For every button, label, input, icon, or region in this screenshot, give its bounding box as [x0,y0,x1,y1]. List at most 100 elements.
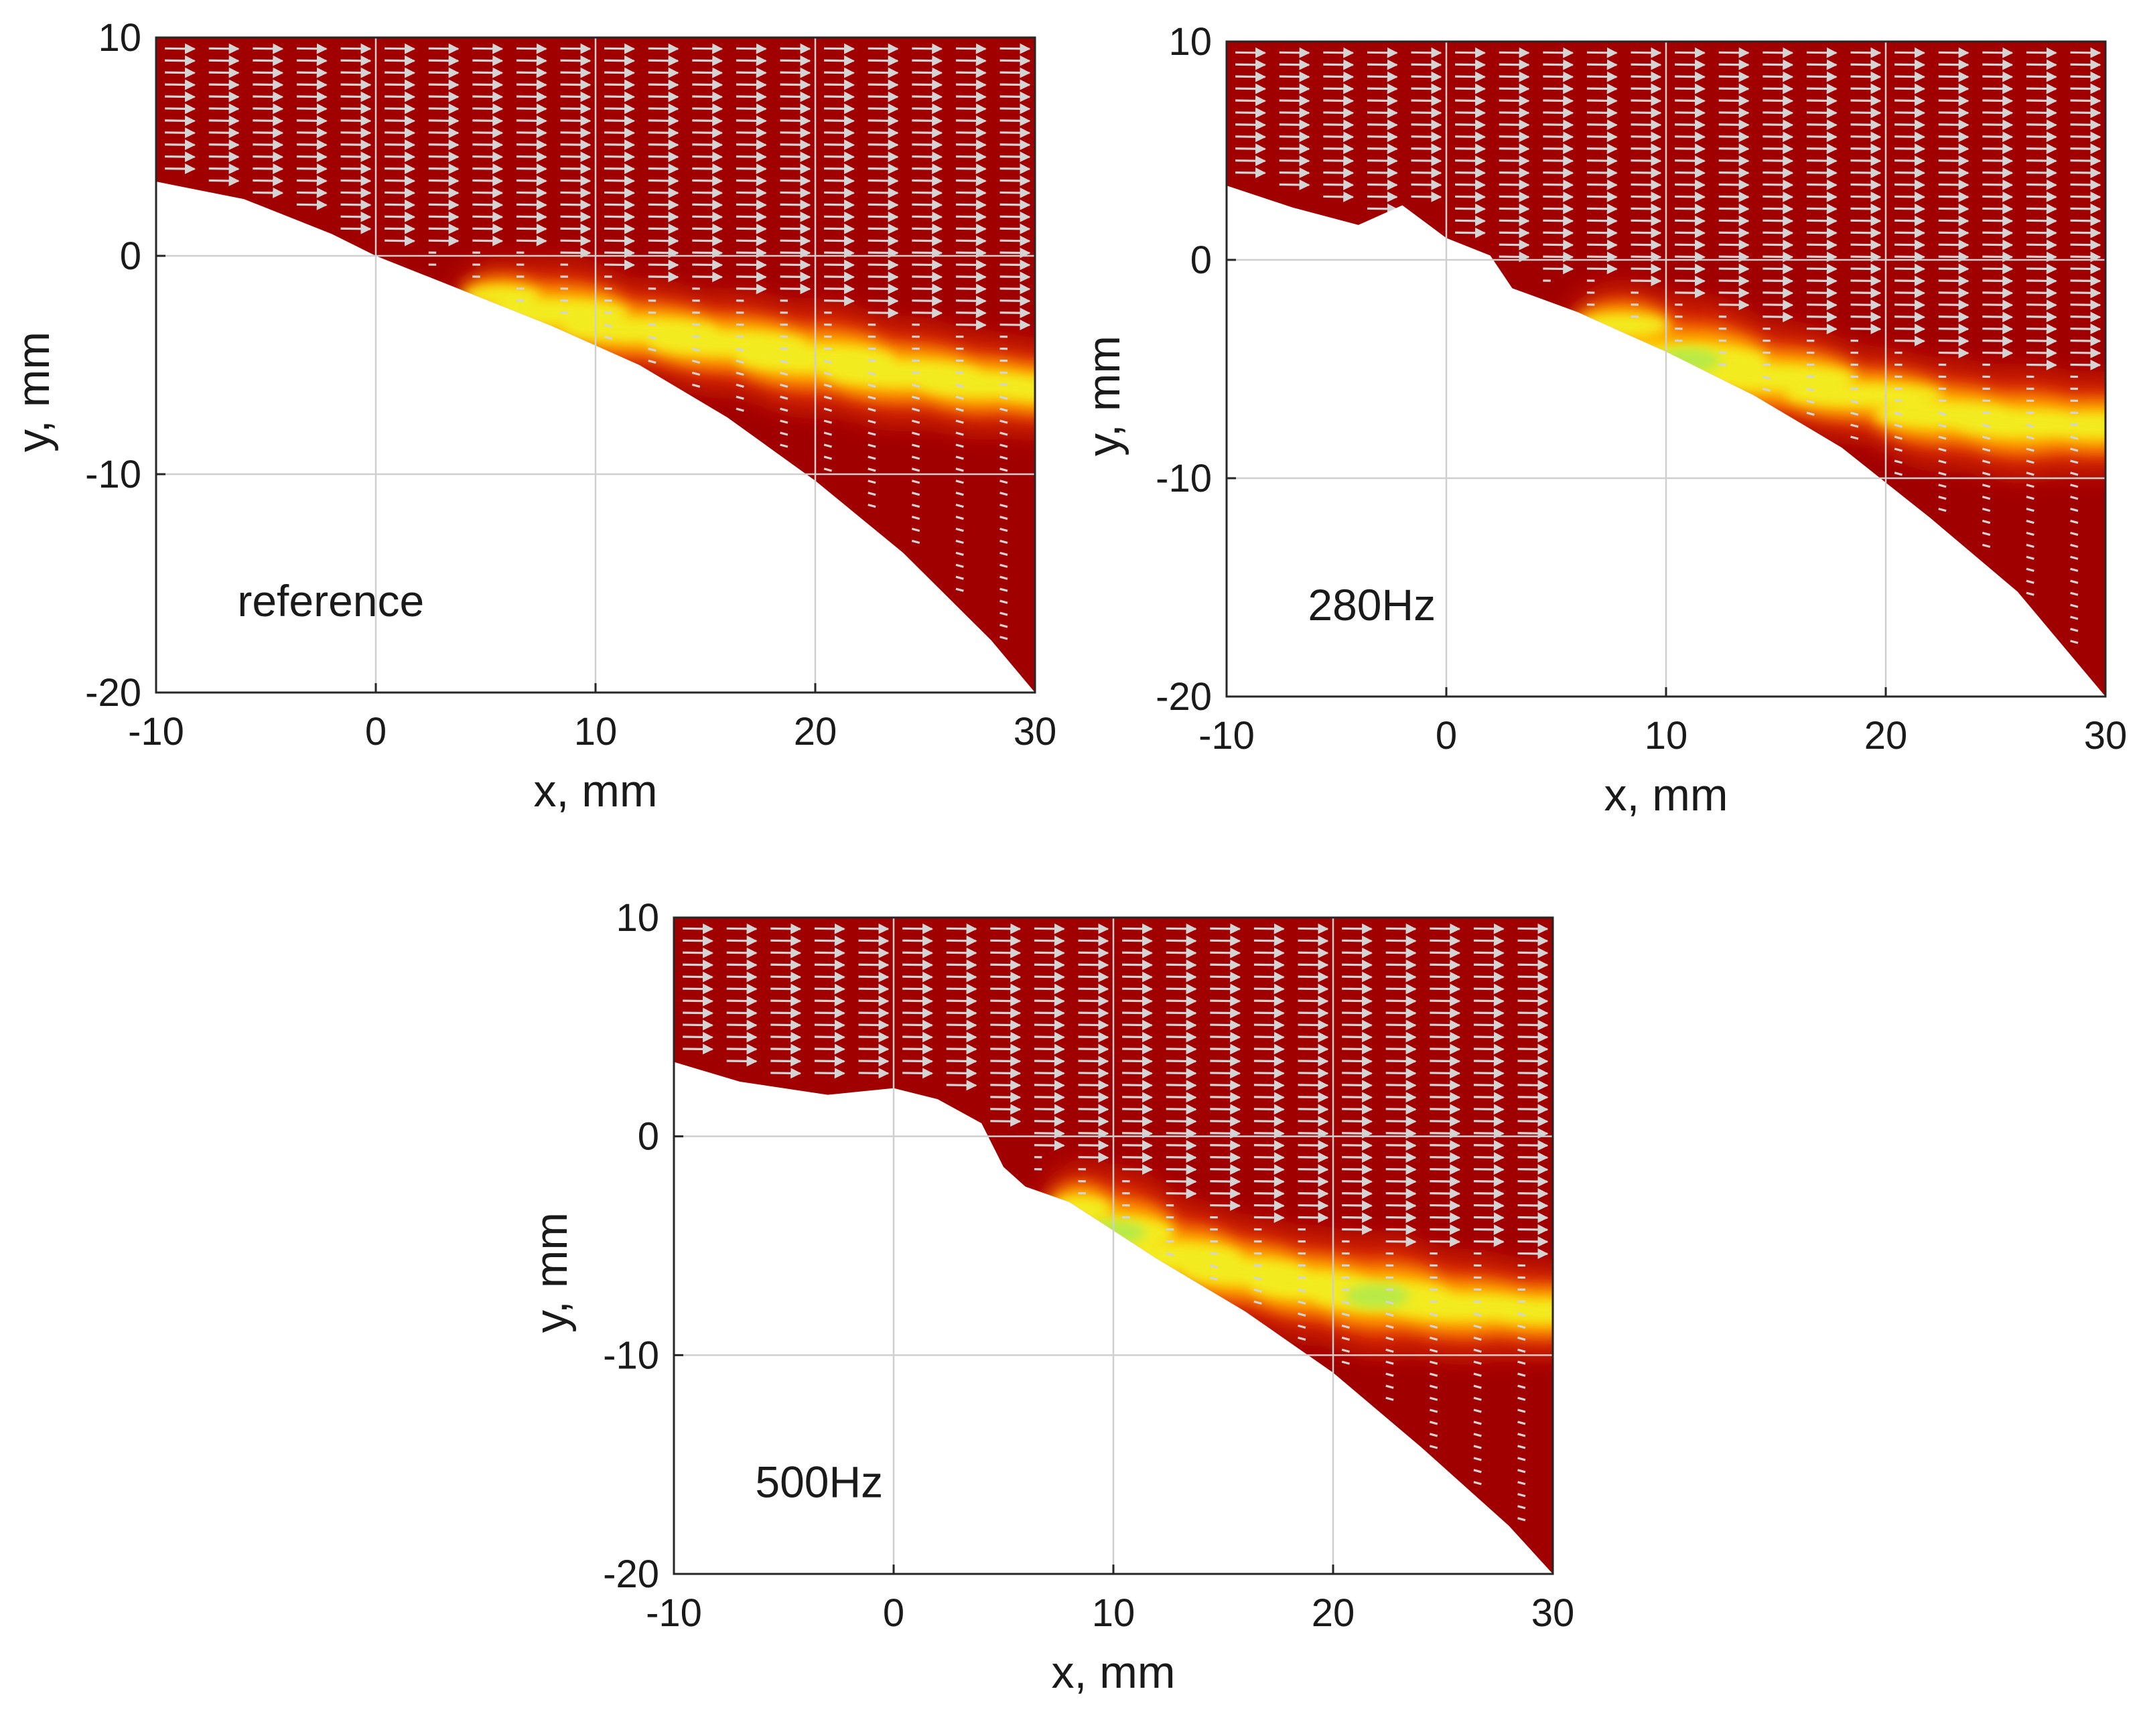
vector-500hz-513 [1517,1469,1526,1473]
vector-500hz-108 [1034,947,1065,958]
vector-280hz-414 [1982,435,1991,440]
vector-500hz-100 [990,1056,1022,1067]
vector-500hz-75 [946,923,977,934]
vector-500hz-26 [770,959,802,970]
vector-280hz-469 [2026,591,2034,596]
vector-280hz-424 [2026,47,2057,58]
vector-reference-426 [911,504,920,508]
vector-280hz-274 [1850,47,1882,58]
vector-500hz-310 [1342,1043,1373,1055]
vector-280hz-257 [1806,215,1838,226]
vector-500hz-321 [1342,1176,1373,1187]
vector-reference-329 [824,235,855,246]
vector-500hz-469 [1517,935,1549,946]
shear-blob-500hz-4-7 [1478,1300,1553,1323]
vector-500hz-52 [858,959,890,970]
y-tick-reference-2: -10 [85,453,141,496]
vector-280hz-120 [1586,83,1618,94]
vector-280hz-509 [2070,520,2079,524]
vector-reference-315 [824,67,855,78]
vector-reference-295 [780,235,811,246]
vector-500hz-177 [1166,947,1197,958]
vector-280hz-459 [2026,472,2034,476]
vector-500hz-253 [1253,1164,1285,1175]
vector-500hz-282 [1298,1128,1329,1139]
y-tick-reference-3: -20 [85,671,141,715]
vector-reference-516 [999,527,1008,532]
vector-500hz-186 [1166,1056,1197,1067]
y-axis-label-500hz: y, mm [526,1212,577,1333]
vector-reference-159 [560,223,592,234]
vector-reference-314 [824,55,855,66]
vector-280hz-191 [1718,95,1750,106]
vector-reference-294 [780,223,811,234]
vector-reference-423 [911,467,920,472]
vector-280hz-437 [2026,203,2057,214]
vector-500hz-509 [1517,1421,1526,1425]
vector-reference-78 [385,187,415,198]
vector-280hz-243 [1806,47,1838,58]
vector-reference-253 [736,103,767,115]
vector-500hz-27 [770,971,802,983]
vector-280hz-101 [1543,95,1574,106]
vector-280hz-338 [1894,423,1903,428]
vector-reference-478 [999,67,1031,78]
vector-reference-216 [648,336,656,340]
vector-280hz-466 [2026,555,2034,560]
vector-280hz-119 [1586,71,1618,82]
vector-500hz-63 [902,935,933,946]
vector-500hz-336 [1341,1360,1351,1365]
vector-reference-401 [912,199,943,210]
vector-500hz-462 [1473,1421,1482,1425]
vector-500hz-53 [858,971,890,983]
vector-reference-386 [868,492,876,496]
vector-reference-14 [208,79,240,90]
vector-500hz-482 [1517,1092,1549,1103]
vector-280hz-256 [1806,203,1838,214]
vector-280hz-3 [1235,83,1266,94]
vector-500hz-347 [1385,1043,1417,1055]
vector-500hz-205 [1210,947,1241,958]
vector-280hz-80 [1499,59,1530,70]
vector-reference-347 [823,455,833,460]
vector-reference-99 [428,235,460,246]
vector-280hz-366 [1938,323,1969,335]
vector-reference-459 [955,395,964,400]
vector-reference-363 [868,211,899,222]
vector-reference-377 [868,383,876,388]
vector-500hz-414 [1429,1372,1438,1377]
vector-280hz-78 [1455,227,1486,238]
velocity-vectors-280hz [1235,47,2101,644]
vector-280hz-113 [1543,239,1574,250]
vector-reference-472 [955,551,964,556]
vector-280hz-77 [1455,215,1486,226]
vector-reference-476 [999,43,1031,54]
vector-500hz-48 [814,1068,845,1079]
vector-500hz-381 [1430,971,1461,983]
vector-reference-179 [604,187,635,198]
vector-reference-353 [868,91,899,102]
vector-500hz-510 [1517,1433,1526,1437]
vector-reference-393 [912,103,943,115]
vector-reference-464 [955,455,964,460]
vector-280hz-339 [1894,435,1903,440]
vector-500hz-249 [1253,1116,1285,1127]
vector-500hz-387 [1430,1043,1461,1055]
vector-280hz-359 [1938,239,1969,250]
y-tick-500hz-1: 0 [638,1115,659,1159]
vector-500hz-161 [1122,1056,1153,1067]
vector-280hz-439 [2026,227,2057,238]
vector-reference-160 [560,235,592,246]
vector-reference-471 [955,539,964,545]
vector-reference-344 [823,419,833,424]
vector-reference-197 [648,103,679,115]
vector-280hz-128 [1586,179,1618,190]
vector-500hz-512 [1517,1457,1526,1461]
vector-500hz-219 [1210,1116,1241,1127]
vector-500hz-169 [1122,1152,1153,1163]
vector-280hz-397 [1982,227,2014,238]
x-tick-reference-0: -10 [128,710,184,753]
x-axis-label-280hz: x, mm [1604,770,1728,820]
vector-reference-422 [911,455,920,460]
vector-280hz-255 [1806,191,1838,202]
